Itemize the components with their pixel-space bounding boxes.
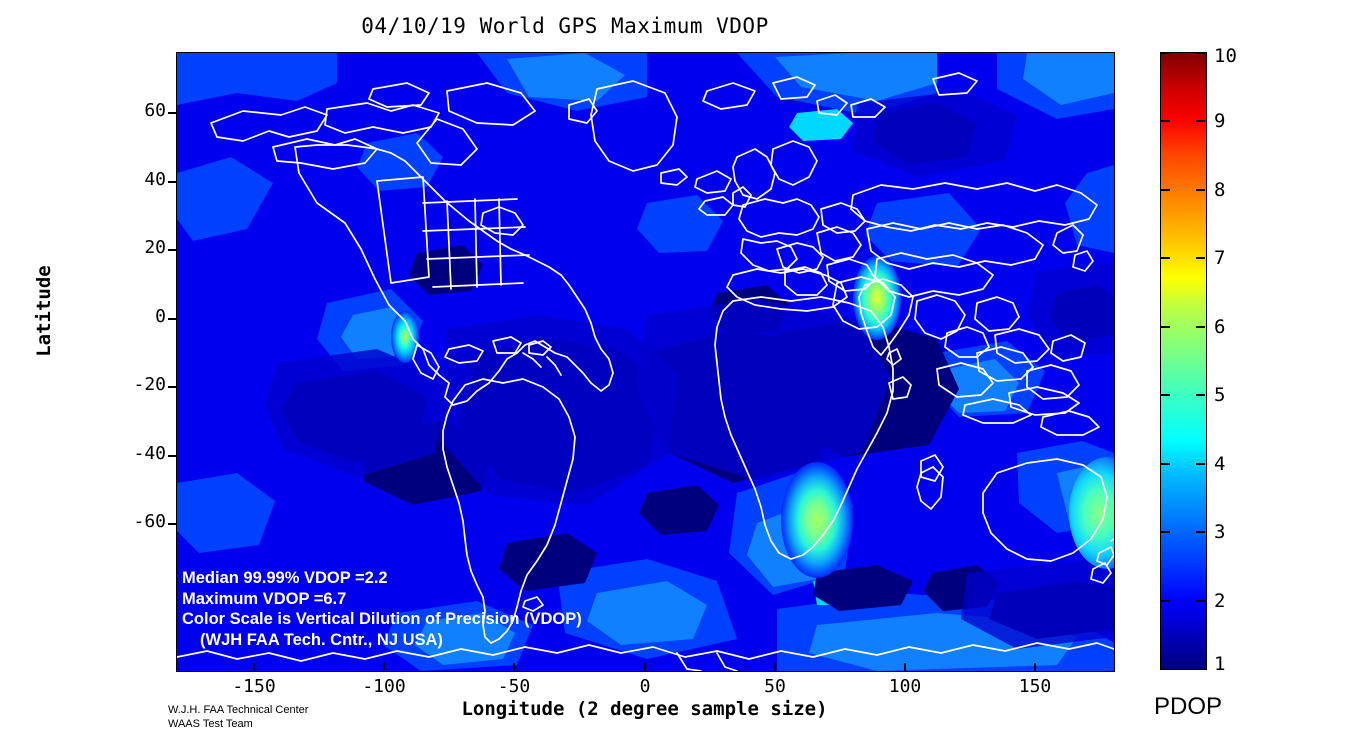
coastline-overlay [177,72,1114,671]
colorbar-tick-7 [1161,257,1170,259]
colorbar-label-2: 2 [1214,590,1226,612]
colorbar-tick-6-right [1196,326,1205,328]
xtick-label-50: 50 [764,676,786,697]
credit-line-team: WAAS Test Team [168,718,253,730]
ytick-label-m60: -60 [133,511,166,532]
xtick-label-150: 150 [1018,676,1052,697]
ytick-label-60: 60 [144,100,166,121]
colorbar-tick-8-right [1196,189,1205,191]
page-title: 04/10/19 World GPS Maximum VDOP [361,14,769,38]
y-axis-title: Latitude [33,265,55,357]
xtick-label-m100: -100 [362,676,406,697]
credit-block: W.J.H. FAA Technical Center WAAS Test Te… [168,703,308,731]
ytick-mark-m40 [168,455,177,457]
xtick-mark-m150 [253,663,255,672]
colorbar-tick-3 [1161,531,1170,533]
colorbar-tick-5 [1161,394,1170,396]
credit-line-organization: W.J.H. FAA Technical Center [168,704,309,716]
xtick-mark-100 [904,663,906,672]
colorbar-tick-9 [1161,120,1170,122]
ytick-mark-40 [168,181,177,183]
colorbar-tick-9-right [1196,120,1205,122]
colorbar-label-8: 8 [1214,179,1226,201]
colorbar-label-7: 7 [1214,247,1226,269]
vdop-contour-map [177,53,1114,671]
colorbar: 10 9 8 7 6 5 4 3 2 1 [1160,45,1237,675]
contour-level-1p7 [265,91,1114,649]
ytick-label-0: 0 [155,306,166,327]
xtick-mark-150 [1034,663,1036,672]
colorbar-label-3: 3 [1214,521,1226,543]
xtick-mark-0 [644,663,646,672]
xtick-mark-m50 [513,663,515,672]
xtick-label-m50: -50 [497,676,531,697]
colorbar-gradient [1160,52,1207,670]
ytick-label-40: 40 [144,169,166,190]
ytick-mark-20 [168,249,177,251]
ytick-label-20: 20 [144,237,166,258]
xtick-label-m150: -150 [232,676,276,697]
ytick-mark-60 [168,112,177,114]
colorbar-label-6: 6 [1214,316,1226,338]
colorbar-tick-4 [1161,463,1170,465]
colorbar-title: PDOP [1153,693,1222,720]
colorbar-label-1: 1 [1214,653,1226,675]
x-axis-title: Longitude (2 degree sample size) [461,698,828,720]
colorbar-tick-2-right [1196,600,1205,602]
ytick-mark-m20 [168,386,177,388]
map-plot-area [176,52,1115,672]
colorbar-tick-10-right [1196,52,1205,54]
xtick-mark-50 [774,663,776,672]
colorbar-tick-8 [1161,189,1170,191]
colorbar-label-5: 5 [1214,384,1226,406]
xtick-label-0: 0 [639,676,651,697]
colorbar-label-10: 10 [1214,45,1237,67]
colorbar-tick-10 [1161,52,1170,54]
colorbar-tick-4-right [1196,463,1205,465]
xtick-mark-m100 [383,663,385,672]
colorbar-tick-2 [1161,600,1170,602]
xtick-label-100: 100 [888,676,922,697]
ytick-mark-m60 [168,523,177,525]
colorbar-tick-7-right [1196,257,1205,259]
colorbar-tick-6 [1161,326,1170,328]
colorbar-label-4: 4 [1214,453,1226,475]
ytick-mark-0 [168,318,177,320]
ytick-label-m40: -40 [133,443,166,464]
colorbar-tick-5-right [1196,394,1205,396]
ytick-label-m20: -20 [133,374,166,395]
colorbar-tick-3-right [1196,531,1205,533]
colorbar-label-9: 9 [1214,110,1226,132]
vdop-hotspots [391,256,1114,578]
